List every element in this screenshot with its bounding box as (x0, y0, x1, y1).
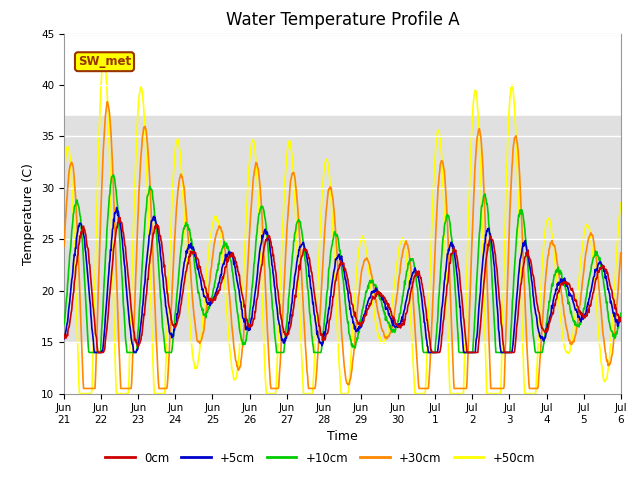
Bar (64, 116, 621, 342)
Text: SW_met: SW_met (78, 55, 131, 68)
Y-axis label: Temperature (C): Temperature (C) (22, 163, 35, 264)
X-axis label: Time: Time (327, 431, 358, 444)
Legend: 0cm, +5cm, +10cm, +30cm, +50cm: 0cm, +5cm, +10cm, +30cm, +50cm (100, 447, 540, 469)
Title: Water Temperature Profile A: Water Temperature Profile A (225, 11, 460, 29)
